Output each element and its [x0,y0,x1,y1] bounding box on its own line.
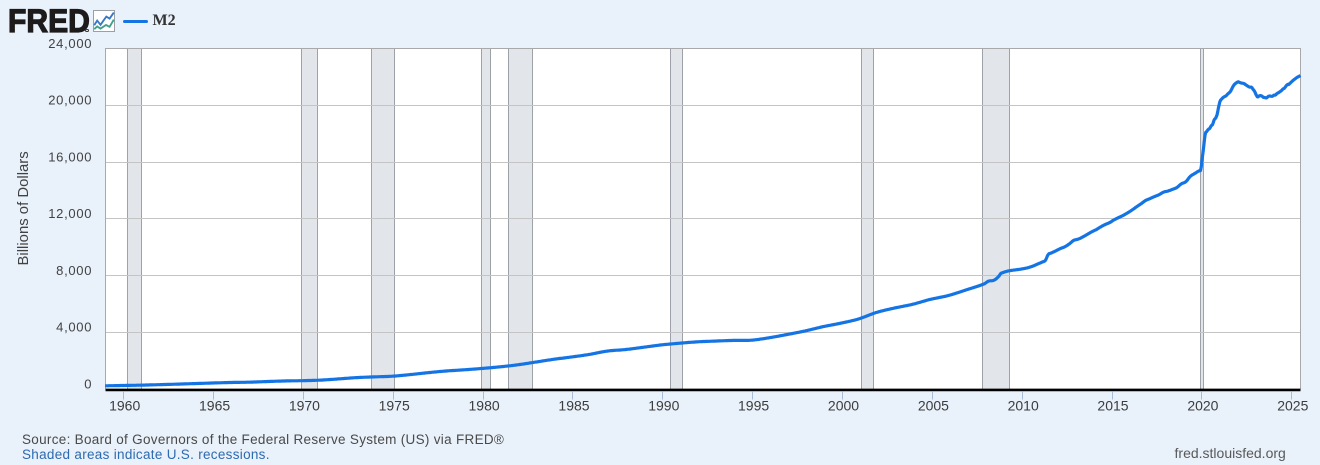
svg-text:16,000: 16,000 [48,150,92,165]
svg-text:2025: 2025 [1277,397,1308,413]
svg-text:8,000: 8,000 [56,263,92,278]
svg-text:2005: 2005 [918,397,949,413]
svg-text:2015: 2015 [1097,397,1128,413]
svg-text:Billions of Dollars: Billions of Dollars [16,151,32,265]
svg-text:24,000: 24,000 [48,36,92,51]
svg-text:2000: 2000 [828,397,859,413]
svg-text:1990: 1990 [648,397,679,413]
svg-text:1960: 1960 [109,397,140,413]
svg-text:20,000: 20,000 [48,93,92,108]
svg-text:1985: 1985 [558,397,589,413]
svg-text:2020: 2020 [1187,397,1218,413]
svg-text:1995: 1995 [738,397,769,413]
svg-text:0: 0 [84,376,92,391]
svg-text:1980: 1980 [469,397,500,413]
svg-text:4,000: 4,000 [56,320,92,335]
svg-text:1970: 1970 [289,397,320,413]
svg-text:12,000: 12,000 [48,206,92,221]
svg-text:1965: 1965 [199,397,230,413]
svg-text:1975: 1975 [379,397,410,413]
svg-text:2010: 2010 [1008,397,1039,413]
